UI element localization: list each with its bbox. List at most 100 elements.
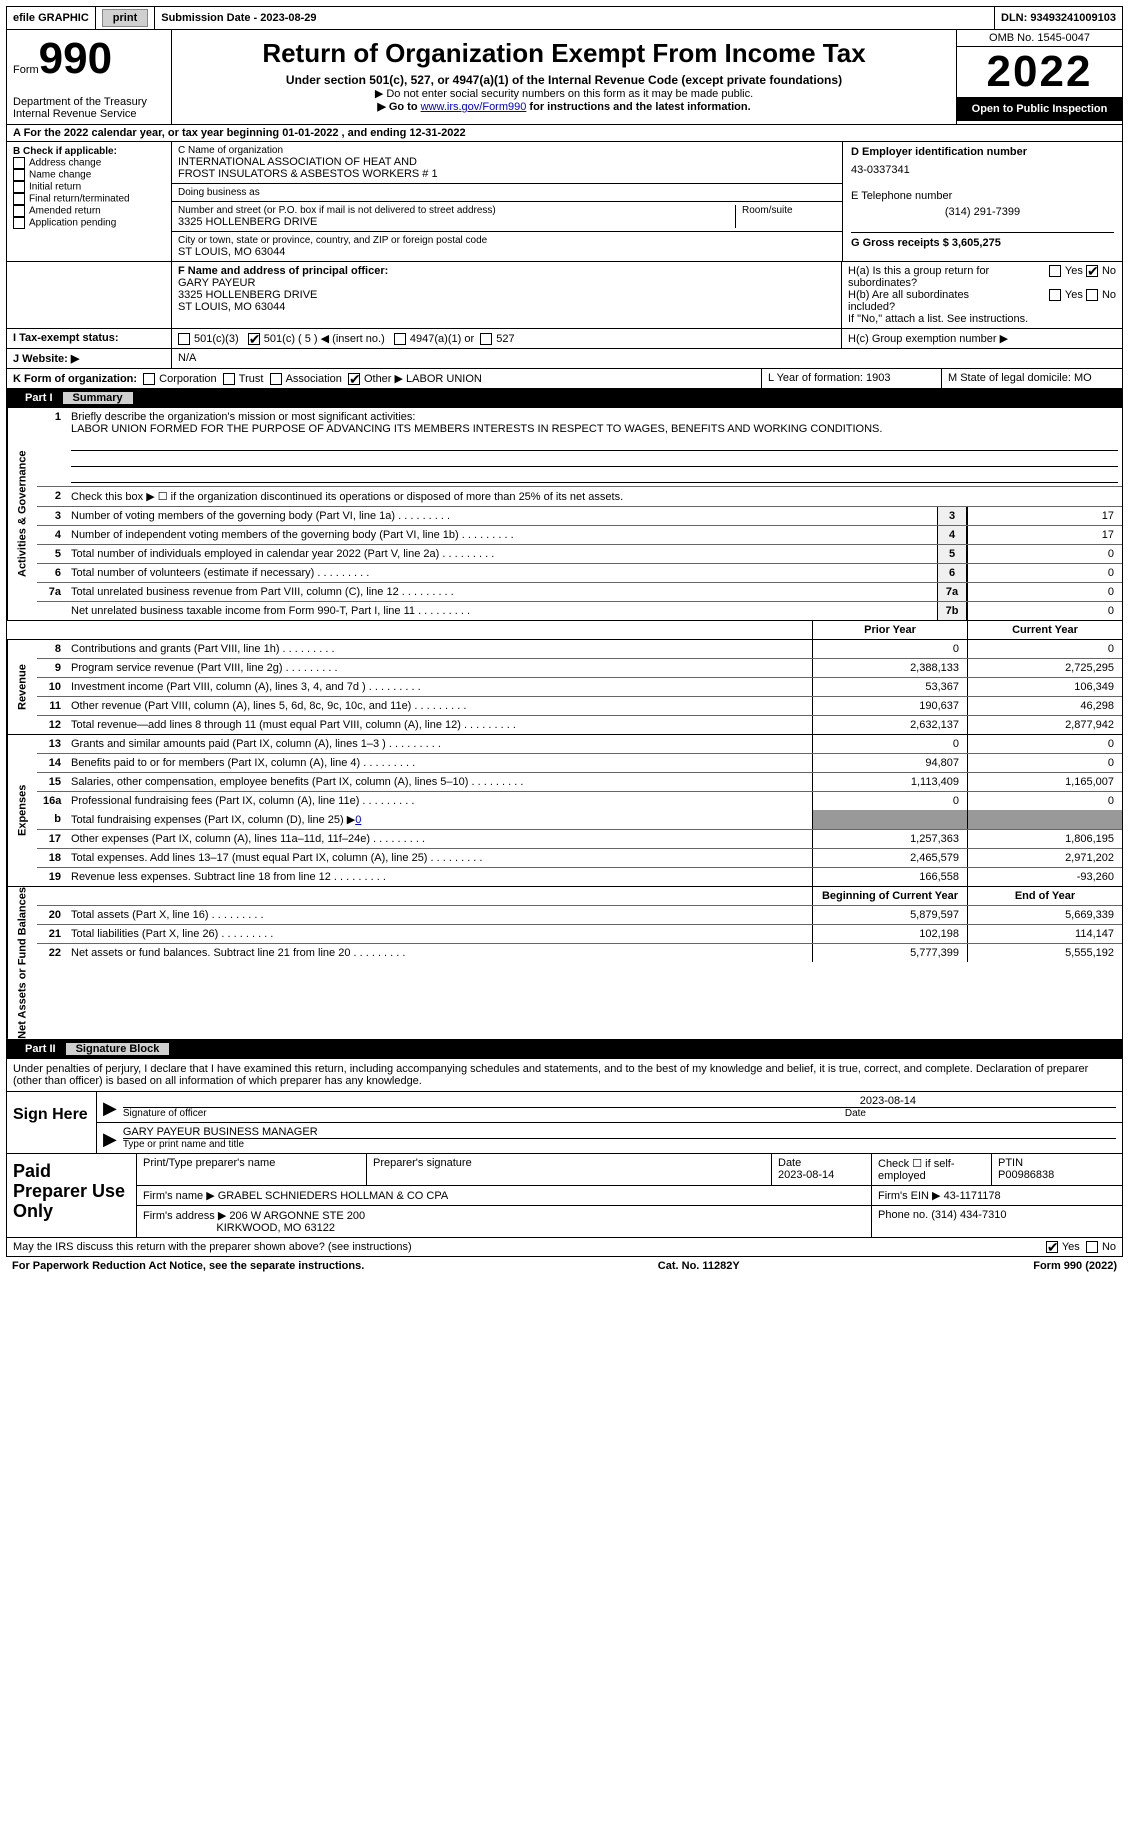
preparer-name-label: Print/Type preparer's name bbox=[137, 1154, 367, 1185]
checkbox-527[interactable] bbox=[480, 333, 492, 345]
page-footer: For Paperwork Reduction Act Notice, see … bbox=[6, 1257, 1123, 1275]
self-employed-check: Check ☐ if self-employed bbox=[872, 1154, 992, 1185]
open-inspection: Open to Public Inspection bbox=[957, 97, 1122, 121]
website-label: J Website: ▶ bbox=[13, 353, 79, 365]
summary-row: 8Contributions and grants (Part VIII, li… bbox=[37, 640, 1122, 659]
irs-discuss-q: May the IRS discuss this return with the… bbox=[13, 1241, 412, 1253]
firm-addr1: 206 W ARGONNE STE 200 bbox=[229, 1210, 365, 1222]
checkbox-amended[interactable] bbox=[13, 205, 25, 217]
officer-printed-name: GARY PAYEUR BUSINESS MANAGER bbox=[123, 1126, 1116, 1139]
print-button[interactable]: print bbox=[96, 7, 155, 29]
summary-row: 18Total expenses. Add lines 13–17 (must … bbox=[37, 849, 1122, 868]
checkbox-discuss-yes[interactable] bbox=[1046, 1241, 1058, 1253]
dln: DLN: 93493241009103 bbox=[995, 7, 1122, 29]
top-bar: efile GRAPHIC print Submission Date - 20… bbox=[6, 6, 1123, 30]
checkbox-initial-return[interactable] bbox=[13, 181, 25, 193]
year-formation: L Year of formation: 1903 bbox=[762, 369, 942, 388]
section-k-l-m: K Form of organization: Corporation Trus… bbox=[6, 369, 1123, 389]
checkbox-address-change[interactable] bbox=[13, 157, 25, 169]
form990-link[interactable]: www.irs.gov/Form990 bbox=[421, 101, 527, 113]
org-name-1: INTERNATIONAL ASSOCIATION OF HEAT AND bbox=[178, 156, 836, 168]
website-value: N/A bbox=[172, 349, 1122, 368]
state-domicile: M State of legal domicile: MO bbox=[942, 369, 1122, 388]
form-header: Form990 Department of the Treasury Inter… bbox=[6, 30, 1123, 125]
perjury-text: Under penalties of perjury, I declare th… bbox=[7, 1059, 1122, 1092]
officer-label: F Name and address of principal officer: bbox=[178, 265, 388, 277]
h-b-label: H(b) Are all subordinates included? bbox=[848, 289, 1018, 313]
name-label: C Name of organization bbox=[178, 145, 836, 156]
firm-ein: 43-1171178 bbox=[944, 1190, 1001, 1202]
org-name-2: FROST INSULATORS & ASBESTOS WORKERS # 1 bbox=[178, 168, 836, 180]
summary-row: 12Total revenue—add lines 8 through 11 (… bbox=[37, 716, 1122, 734]
summary-row: 7aTotal unrelated business revenue from … bbox=[37, 583, 1122, 602]
checkbox-4947[interactable] bbox=[394, 333, 406, 345]
summary-row: 11Other revenue (Part VIII, column (A), … bbox=[37, 697, 1122, 716]
begin-year-header: Beginning of Current Year bbox=[812, 887, 967, 905]
other-org-value: LABOR UNION bbox=[406, 373, 482, 385]
form-title: Return of Organization Exempt From Incom… bbox=[182, 38, 946, 69]
summary-row: 20Total assets (Part X, line 16)5,879,59… bbox=[37, 906, 1122, 925]
firm-name: GRABEL SCHNIEDERS HOLLMAN & CO CPA bbox=[218, 1190, 448, 1202]
checkbox-ha-yes[interactable] bbox=[1049, 265, 1061, 277]
prior-year-header: Prior Year bbox=[812, 621, 967, 639]
summary-row: Net unrelated business taxable income fr… bbox=[37, 602, 1122, 620]
sign-here-label: Sign Here bbox=[7, 1092, 97, 1153]
street-label: Number and street (or P.O. box if mail i… bbox=[178, 205, 735, 216]
checkbox-ha-no[interactable] bbox=[1086, 265, 1098, 277]
summary-row: 3Number of voting members of the governi… bbox=[37, 507, 1122, 526]
city-label: City or town, state or province, country… bbox=[178, 235, 487, 246]
sig-date: 2023-08-14 bbox=[123, 1095, 1116, 1108]
summary-row: 9Program service revenue (Part VIII, lin… bbox=[37, 659, 1122, 678]
gross-receipts: G Gross receipts $ 3,605,275 bbox=[851, 237, 1001, 249]
checkbox-501c[interactable] bbox=[248, 333, 260, 345]
side-revenue: Revenue bbox=[7, 640, 37, 734]
efile-label: efile GRAPHIC bbox=[7, 7, 96, 29]
cat-number: Cat. No. 11282Y bbox=[658, 1260, 740, 1272]
checkbox-assoc[interactable] bbox=[270, 373, 282, 385]
part2-header: Part II Signature Block bbox=[6, 1040, 1123, 1059]
officer-addr1: 3325 HOLLENBERG DRIVE bbox=[178, 289, 835, 301]
checkbox-discuss-no[interactable] bbox=[1086, 1241, 1098, 1253]
street-address: 3325 HOLLENBERG DRIVE bbox=[178, 216, 735, 228]
checkbox-corp[interactable] bbox=[143, 373, 155, 385]
side-expenses: Expenses bbox=[7, 735, 37, 886]
line1-label: Briefly describe the organization's miss… bbox=[71, 411, 415, 423]
line1-text: LABOR UNION FORMED FOR THE PURPOSE OF AD… bbox=[71, 423, 882, 435]
dba-label: Doing business as bbox=[178, 187, 260, 198]
paperwork-notice: For Paperwork Reduction Act Notice, see … bbox=[12, 1260, 364, 1272]
section-a-taxyear: A For the 2022 calendar year, or tax yea… bbox=[6, 125, 1123, 142]
checkbox-name-change[interactable] bbox=[13, 169, 25, 181]
checkbox-501c3[interactable] bbox=[178, 333, 190, 345]
form-label: Form bbox=[13, 64, 39, 76]
summary-row: 4Number of independent voting members of… bbox=[37, 526, 1122, 545]
room-label: Room/suite bbox=[736, 205, 836, 228]
line16b-link[interactable]: 0 bbox=[355, 814, 361, 826]
checkbox-application[interactable] bbox=[13, 217, 25, 229]
form-ref: Form 990 (2022) bbox=[1033, 1260, 1117, 1272]
arrow-icon: ▶ bbox=[103, 1098, 117, 1119]
city-state-zip: ST LOUIS, MO 63044 bbox=[178, 246, 487, 258]
summary-row: 6Total number of volunteers (estimate if… bbox=[37, 564, 1122, 583]
checkbox-final-return[interactable] bbox=[13, 193, 25, 205]
tax-year: 2022 bbox=[957, 47, 1122, 97]
firm-phone: (314) 434-7310 bbox=[931, 1209, 1006, 1221]
h-c-label: H(c) Group exemption number ▶ bbox=[842, 329, 1122, 348]
h-a-label: H(a) Is this a group return for subordin… bbox=[848, 265, 1018, 289]
meta-section: B Check if applicable: Address change Na… bbox=[6, 142, 1123, 262]
checkbox-trust[interactable] bbox=[223, 373, 235, 385]
part1-header: Part I Summary bbox=[6, 389, 1123, 408]
preparer-sig-label: Preparer's signature bbox=[367, 1154, 772, 1185]
section-i-hc: I Tax-exempt status: 501(c)(3) 501(c) ( … bbox=[6, 329, 1123, 349]
checkbox-hb-yes[interactable] bbox=[1049, 289, 1061, 301]
gray-cell-1 bbox=[812, 810, 967, 829]
checkbox-other[interactable] bbox=[348, 373, 360, 385]
dept-treasury: Department of the Treasury bbox=[13, 96, 165, 108]
gray-cell-2 bbox=[967, 810, 1122, 829]
officer-name: GARY PAYEUR bbox=[178, 277, 835, 289]
ptin-value: P00986838 bbox=[998, 1169, 1054, 1181]
form-number: 990 bbox=[39, 34, 112, 83]
checkbox-hb-no[interactable] bbox=[1086, 289, 1098, 301]
h-b-note: If "No," attach a list. See instructions… bbox=[848, 313, 1116, 325]
summary-row: 5Total number of individuals employed in… bbox=[37, 545, 1122, 564]
side-netassets: Net Assets or Fund Balances bbox=[7, 887, 37, 1039]
